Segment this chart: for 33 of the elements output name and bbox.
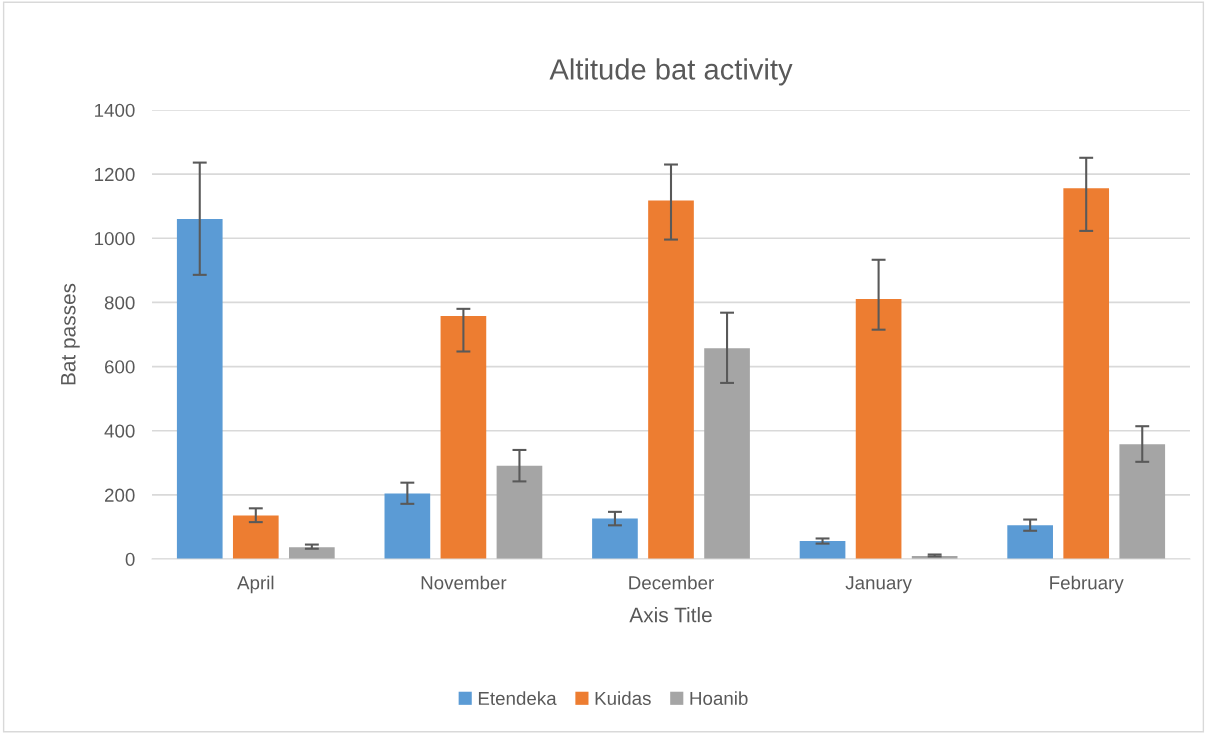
bar [1007,525,1053,559]
y-tick-label: 800 [104,296,135,310]
x-axis-title: Axis Title [629,607,712,623]
y-tick-label: 600 [105,360,135,374]
bar [384,493,431,559]
legend-label: Kuidas [595,691,651,706]
y-tick-label: 400 [104,424,135,438]
y-tick-label: 0 [125,552,135,566]
y-tick-label: 1000 [95,231,135,246]
chart-title: Altitude bat activity [549,58,793,86]
bar [799,541,846,559]
x-tick-label: January [845,576,912,594]
bar [704,348,750,559]
bar [855,298,902,559]
bar [496,465,543,559]
x-tick-label: April [237,575,274,594]
legend-label: Etendeka [478,691,557,706]
y-tick-label: 1200 [95,167,135,182]
bar [289,547,335,559]
bar [592,518,638,559]
y-axis-title: Bat passes [61,283,80,385]
y-tick-label: 200 [105,488,135,502]
bar [648,200,694,559]
bar [1063,188,1110,559]
x-tick-label: November [421,575,507,590]
bar [176,219,223,559]
x-tick-label: February [1050,575,1124,594]
x-tick-label: December [629,575,714,590]
legend-label: Hoanib [690,691,748,706]
bar [1119,444,1166,559]
y-tick-label: 1400 [95,103,135,117]
bar [440,315,487,559]
bar [232,515,279,559]
